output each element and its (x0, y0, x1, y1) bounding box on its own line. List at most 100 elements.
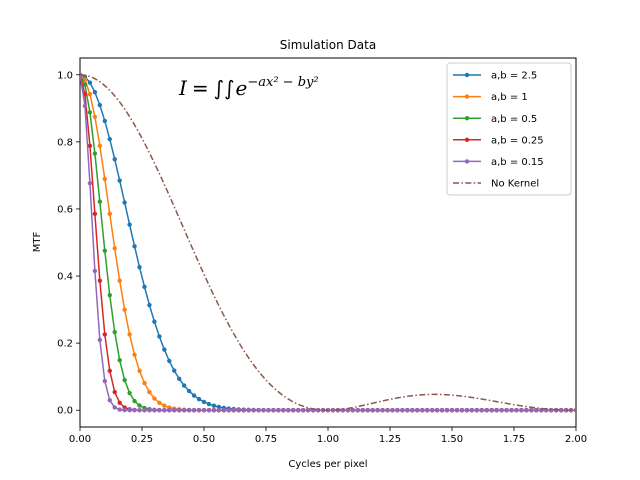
data-point (112, 405, 117, 410)
data-point (137, 403, 142, 408)
data-point (87, 80, 93, 85)
data-point (390, 408, 395, 413)
data-point (365, 408, 370, 413)
data-point (355, 408, 360, 413)
data-point (152, 396, 157, 401)
data-point (82, 103, 88, 109)
data-point (82, 82, 88, 87)
data-point (266, 408, 271, 413)
data-point (449, 408, 455, 413)
data-point (92, 268, 98, 274)
legend-label: a,b = 0.5 (491, 114, 537, 125)
y-tick-label: 0.0 (57, 406, 73, 417)
series-6 (80, 74, 576, 411)
data-point (122, 377, 127, 383)
data-point (87, 143, 93, 149)
y-tick-label: 0.8 (57, 137, 73, 148)
data-point (241, 408, 246, 413)
data-point (375, 408, 380, 413)
data-point (529, 408, 534, 413)
data-point (147, 302, 152, 308)
data-point (429, 408, 435, 413)
data-point (87, 181, 93, 186)
data-point (340, 408, 346, 413)
data-point (385, 408, 390, 413)
x-tick-label: 2.00 (565, 434, 587, 445)
data-point (87, 110, 93, 115)
y-tick-label: 0.6 (57, 204, 73, 215)
data-point (117, 278, 122, 283)
data-point (107, 211, 112, 217)
data-point (558, 408, 564, 413)
data-point (137, 264, 142, 270)
equation-base: e (236, 76, 248, 100)
data-point (122, 307, 127, 312)
data-point (201, 408, 207, 413)
data-point (246, 408, 251, 413)
data-point (147, 389, 152, 395)
data-point (474, 408, 479, 413)
data-point (479, 408, 484, 413)
data-point (459, 408, 465, 413)
data-point (271, 408, 276, 413)
data-point (127, 222, 132, 227)
data-point (97, 102, 103, 108)
data-point (186, 388, 192, 394)
equation-equals: = (192, 76, 209, 100)
data-point (524, 408, 529, 413)
data-point (117, 357, 122, 363)
data-point (489, 408, 494, 413)
equation-integral: ∫∫ (214, 76, 235, 100)
data-point (261, 408, 266, 413)
data-point (211, 403, 217, 408)
data-point (206, 401, 212, 407)
data-point (107, 292, 112, 298)
y-tick-label: 1.0 (57, 70, 73, 81)
y-tick-label: 0.4 (57, 272, 73, 283)
data-point (92, 89, 98, 95)
legend-label: a,b = 2.5 (491, 71, 537, 82)
data-point (127, 390, 132, 396)
data-point (137, 408, 142, 413)
data-point (117, 407, 122, 412)
x-tick-label: 0.25 (131, 434, 153, 445)
series-line (80, 74, 576, 411)
legend-label: No Kernel (491, 179, 539, 190)
legend-box (446, 62, 572, 196)
data-point (102, 176, 108, 182)
data-point (330, 408, 336, 413)
legend-label: a,b = 0.25 (491, 135, 544, 146)
plot-area (79, 57, 577, 428)
equation-lhs: I (178, 76, 188, 100)
data-point (107, 368, 112, 374)
data-point (360, 408, 365, 413)
data-point (172, 408, 177, 413)
data-point (484, 408, 489, 413)
data-point (231, 408, 236, 413)
chart-title: Simulation Data (280, 38, 376, 52)
data-point (137, 368, 142, 374)
data-point (415, 408, 420, 413)
data-point (276, 408, 281, 413)
legend-marker (464, 116, 470, 121)
data-point (236, 408, 241, 413)
data-point (127, 332, 132, 337)
legend: a,b = 2.5 a,b = 1 a,b = 0.5 a,b = 0.25 a,b =… (446, 62, 572, 196)
data-point (132, 408, 137, 413)
y-axis-label: MTF (32, 232, 43, 253)
data-point (196, 408, 202, 413)
data-point (281, 408, 286, 413)
data-point (122, 200, 127, 205)
data-point (425, 408, 430, 413)
data-point (92, 114, 98, 120)
data-point (112, 329, 117, 335)
data-point (186, 408, 192, 413)
data-point (132, 398, 137, 404)
data-point (286, 408, 291, 413)
data-point (162, 403, 167, 408)
data-point (444, 408, 450, 413)
data-point (147, 408, 152, 413)
data-point (400, 408, 405, 413)
x-tick-label: 0.50 (193, 434, 215, 445)
